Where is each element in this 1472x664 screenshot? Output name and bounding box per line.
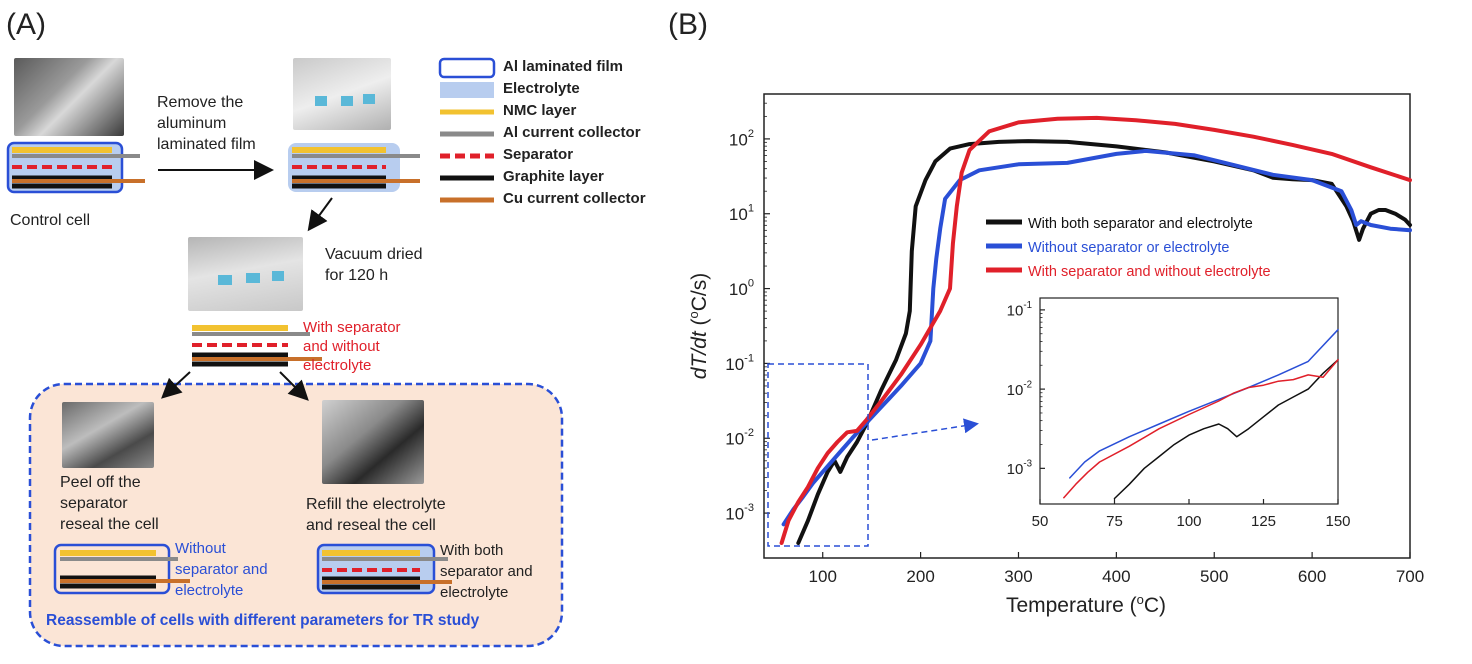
with-both-stack <box>316 543 452 595</box>
y-axis-label: dT/dt (oC/s) <box>686 273 711 379</box>
legend-nmc: NMC layer <box>503 102 577 119</box>
series-line <box>781 148 1412 527</box>
legend-separator: Separator <box>503 146 574 163</box>
x-tick-label: 50 <box>1032 513 1049 530</box>
main-axis-ticks: 100 200 300 400 500 600 700 10-3 10-2 10-1 100 101 1… <box>725 102 1424 586</box>
photo-dried-cell <box>188 237 303 311</box>
without-separator-stack <box>53 543 190 595</box>
reassemble-caption: Reassemble of cells with different param… <box>46 612 480 629</box>
y-tick-label: 101 <box>729 203 754 225</box>
legend-electrolyte: Electrolyte <box>503 80 580 97</box>
x-tick-label: 200 <box>906 567 934 586</box>
x-tick-label: 75 <box>1106 513 1123 530</box>
legend-text-both: With both separator and electrolyte <box>1028 216 1253 232</box>
dried-cell-stack <box>192 325 322 367</box>
panel-b-chart: 100 200 300 400 500 600 700 10-3 10-2 10-1 100 101 1… <box>686 93 1424 617</box>
x-tick-label: 600 <box>1298 567 1326 586</box>
main-series-group <box>779 115 1412 545</box>
control-cell-stack <box>6 141 145 194</box>
state-separator-no-electrolyte: With separator and without electrolyte <box>303 319 401 374</box>
series-line <box>1069 328 1339 479</box>
state-without-text: Without separator and electrolyte <box>175 540 268 599</box>
x-axis-label: Temperature (oC) <box>1006 592 1166 617</box>
panel-b-label: (B) <box>668 8 708 41</box>
series-line <box>1113 359 1339 500</box>
legend-graphite: Graphite layer <box>503 168 604 185</box>
legend-al-film: Al laminated film <box>503 58 624 75</box>
legend-text-sep-no-elec: With separator and without electrolyte <box>1028 264 1271 280</box>
legend: Al laminated film Electrolyte NMC layer … <box>503 58 646 212</box>
x-tick-label: 500 <box>1200 567 1228 586</box>
legend-cu-collector: Cu current collector <box>503 190 646 207</box>
state-both-text: With both separator and electrolyte <box>440 542 533 601</box>
step-remove-text: Remove the aluminum laminated film <box>157 94 256 153</box>
y-tick-label: 10-1 <box>1007 300 1032 320</box>
step-refill-text: Refill the electrolyte and reseal the ce… <box>306 496 446 534</box>
series-line <box>796 139 1412 545</box>
y-tick-label: 100 <box>729 278 754 300</box>
step-vacuum-text: Vacuum dried for 120 h <box>325 246 423 284</box>
legend-symbols <box>438 57 496 203</box>
photo-control-cell <box>14 58 124 136</box>
y-tick-label: 102 <box>729 128 754 150</box>
y-tick-label: 10-3 <box>1007 459 1032 479</box>
main-plot-frame <box>763 93 1411 559</box>
opened-cell-stack <box>288 143 420 192</box>
x-tick-label: 125 <box>1251 513 1276 530</box>
y-tick-label: 10-2 <box>725 427 754 449</box>
y-tick-label: 10-3 <box>725 502 754 524</box>
step-peel-text: Peel off the separator reseal the cell <box>60 474 159 533</box>
zoom-selection-box <box>767 363 869 547</box>
x-tick-label: 100 <box>809 567 837 586</box>
photo-opened-cell <box>293 58 391 130</box>
x-tick-label: 100 <box>1176 513 1201 530</box>
inset-axis-ticks: 50 75 100 125 150 10-3 10-2 10-1 <box>1007 300 1351 530</box>
chart-legend: With both separator and electrolyte With… <box>986 216 1271 280</box>
control-cell-label: Control cell <box>10 212 91 229</box>
x-tick-label: 700 <box>1396 567 1424 586</box>
panel-a-diagram <box>6 57 564 648</box>
y-tick-label: 10-2 <box>1007 379 1032 399</box>
x-tick-label: 400 <box>1102 567 1130 586</box>
series-line <box>779 115 1412 545</box>
photo-peel-separator <box>62 402 154 468</box>
y-tick-label: 10-1 <box>725 352 754 374</box>
inset-series-group <box>1063 328 1339 500</box>
legend-text-without: Without separator or electrolyte <box>1028 240 1229 256</box>
legend-al-collector: Al current collector <box>503 124 641 141</box>
inset-plot-frame <box>1039 297 1339 505</box>
x-tick-label: 300 <box>1004 567 1032 586</box>
photo-refill-electrolyte <box>322 400 424 484</box>
panel-a-label: (A) <box>6 8 46 41</box>
x-tick-label: 150 <box>1325 513 1350 530</box>
zoom-pointer <box>871 418 979 441</box>
series-line <box>1063 359 1339 499</box>
